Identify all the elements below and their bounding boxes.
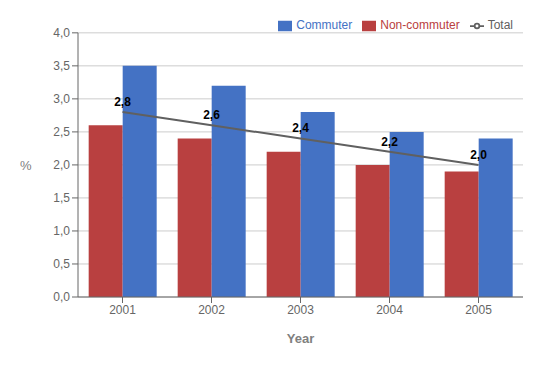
- svg-text:2001: 2001: [109, 303, 136, 317]
- svg-text:0,0: 0,0: [53, 290, 70, 304]
- svg-text:2,0: 2,0: [470, 148, 487, 162]
- svg-text:2,6: 2,6: [203, 108, 220, 122]
- svg-text:3,5: 3,5: [53, 59, 70, 73]
- svg-text:0,5: 0,5: [53, 257, 70, 271]
- svg-text:2,5: 2,5: [53, 125, 70, 139]
- svg-text:1,5: 1,5: [53, 191, 70, 205]
- svg-text:4,0: 4,0: [53, 26, 70, 40]
- svg-text:2,2: 2,2: [381, 135, 398, 149]
- svg-text:2,0: 2,0: [53, 158, 70, 172]
- svg-text:2,8: 2,8: [114, 95, 131, 109]
- svg-text:2005: 2005: [465, 303, 492, 317]
- svg-text:Year: Year: [287, 331, 314, 346]
- svg-text:%: %: [20, 158, 32, 173]
- svg-text:2,4: 2,4: [292, 121, 309, 135]
- svg-text:2004: 2004: [376, 303, 403, 317]
- svg-text:2003: 2003: [287, 303, 314, 317]
- html-text:Commuter: Commuter: [296, 18, 353, 32]
- svg-text:3,0: 3,0: [53, 92, 70, 106]
- svg-text:2002: 2002: [198, 303, 225, 317]
- html-text:Total: Total: [487, 18, 513, 32]
- html-text:Non-commuter: Non-commuter: [380, 18, 460, 32]
- svg-text:1,0: 1,0: [53, 224, 70, 238]
